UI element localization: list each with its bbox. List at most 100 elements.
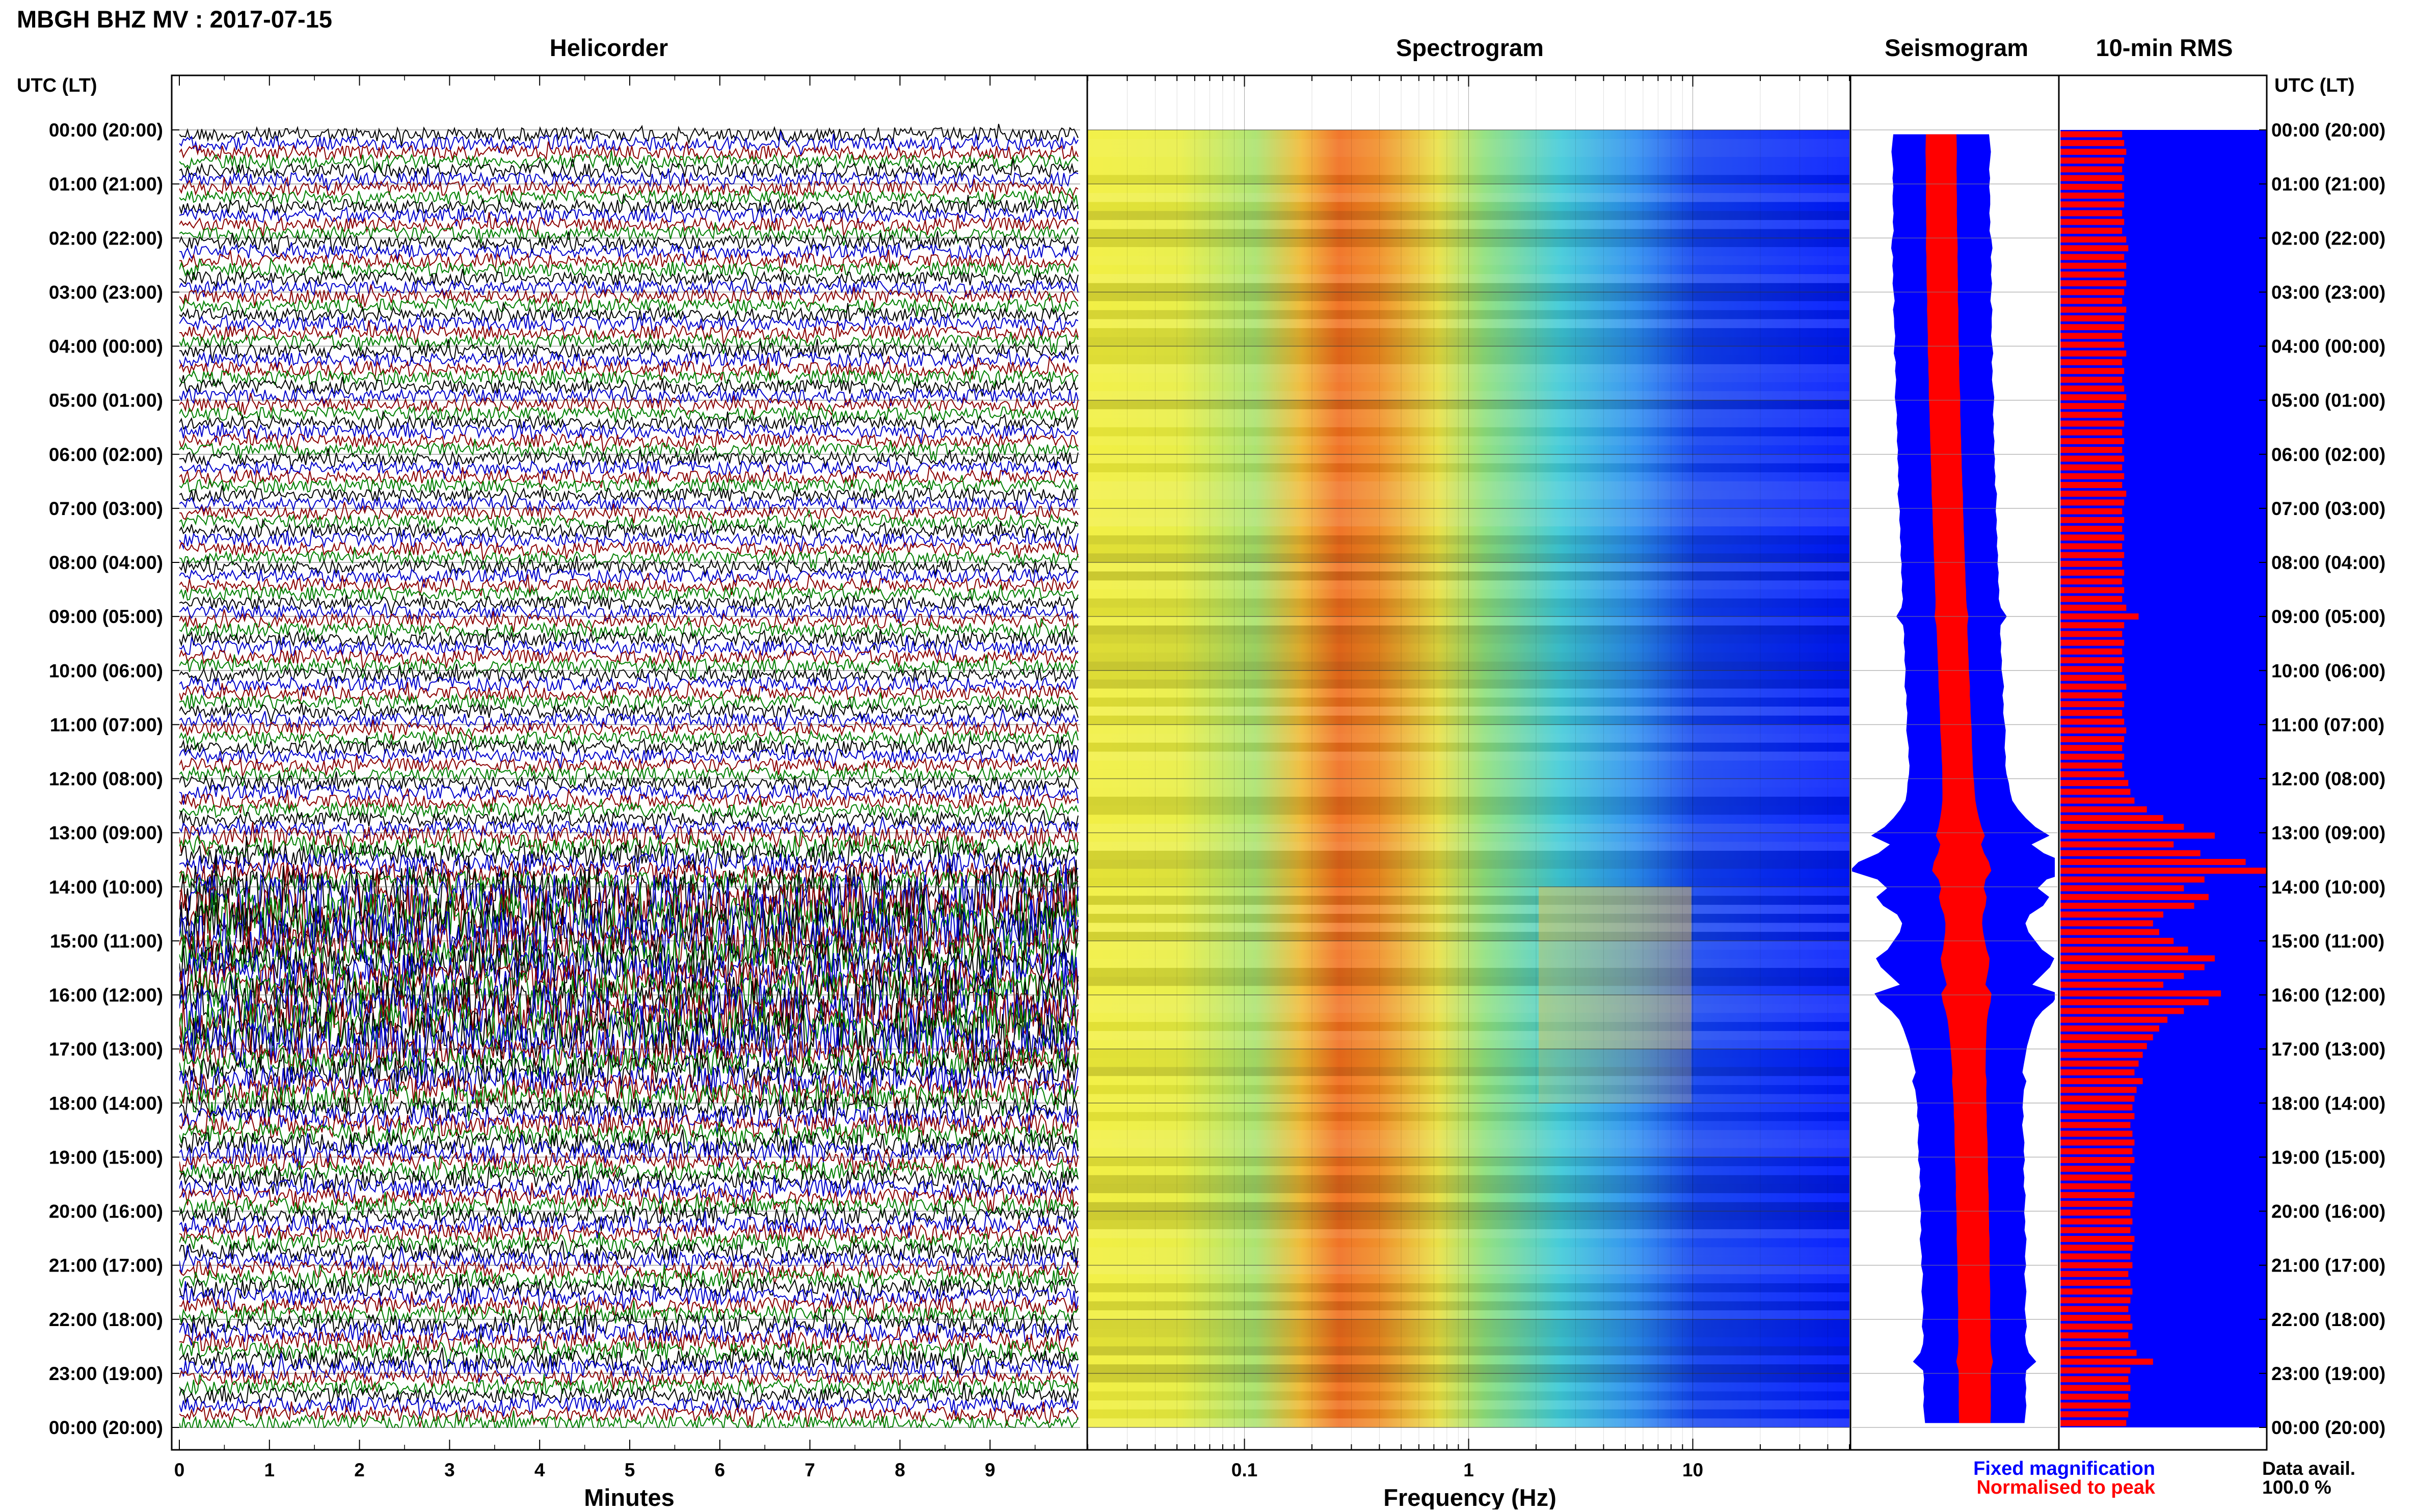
- helicorder-trace-line: [179, 292, 1079, 319]
- minutes-tick-label: 5: [625, 1460, 635, 1480]
- helicorder-trace-line: [179, 844, 1079, 883]
- rms-bar: [2060, 639, 2125, 646]
- helicorder-trace-line: [179, 1353, 1079, 1385]
- time-tick-label-left: 03:00 (23:00): [49, 282, 163, 303]
- rms-bar: [2060, 683, 2127, 690]
- rms-bar: [2060, 560, 2123, 567]
- minutes-tick-label: 0: [174, 1460, 185, 1480]
- helicorder-trace-line: [179, 855, 1079, 893]
- helicorder-trace-line: [179, 836, 1079, 873]
- spectrogram-title: Spectrogram: [1396, 34, 1544, 61]
- rms-bar: [2060, 911, 2163, 918]
- rms-bar: [2060, 1402, 2131, 1409]
- rms-bar: [2060, 701, 2125, 708]
- rms-bar: [2060, 1025, 2159, 1032]
- rms-bar: [2060, 482, 2123, 488]
- helicorder-trace-line: [179, 131, 1079, 156]
- rms-bar: [2060, 473, 2125, 479]
- rms-bar: [2060, 832, 2215, 839]
- helicorder-trace-line: [179, 168, 1079, 191]
- rms-bar: [2060, 1192, 2135, 1198]
- time-tick-label-left: 08:00 (04:00): [49, 552, 163, 573]
- helicorder-trace-line: [179, 708, 1079, 732]
- helicorder-trace-line: [179, 1393, 1079, 1418]
- rms-bar: [2060, 1122, 2131, 1128]
- rms-bar: [2060, 1218, 2133, 1225]
- minutes-tick-label: 3: [444, 1460, 455, 1480]
- rms-bar: [2060, 1271, 2129, 1277]
- rms-bar: [2060, 438, 2125, 444]
- helicorder-trace-line: [179, 565, 1079, 588]
- rms-bar: [2060, 245, 2129, 252]
- rms-bar: [2060, 1016, 2168, 1023]
- rms-bar: [2060, 1332, 2129, 1339]
- time-tick-label-right: 10:00 (06:00): [2271, 660, 2385, 681]
- helicorder-trace-line: [179, 822, 1079, 856]
- time-tick-label-left: 07:00 (03:00): [49, 498, 163, 519]
- rms-bar: [2060, 1157, 2135, 1164]
- time-tick-label-right: 16:00 (12:00): [2271, 985, 2385, 1006]
- helicorder-trace-line: [179, 600, 1079, 623]
- rms-bar: [2060, 350, 2127, 357]
- time-tick-label-left: 02:00 (22:00): [49, 228, 163, 249]
- helicorder-trace-line: [179, 1374, 1079, 1399]
- time-tick-label-right: 19:00 (15:00): [2271, 1147, 2385, 1168]
- seismogram-title: Seismogram: [1885, 34, 2028, 61]
- rms-bar: [2060, 219, 2125, 225]
- minutes-tick-label: 9: [985, 1460, 996, 1480]
- helicorder-trace-line: [179, 932, 1079, 995]
- helicorder-trace-line: [179, 1209, 1079, 1239]
- rms-bar: [2060, 692, 2123, 698]
- helicorder-trace-line: [179, 242, 1079, 264]
- helicorder-trace-line: [179, 1281, 1079, 1311]
- time-tick-label-left: 14:00 (10:00): [49, 877, 163, 898]
- rms-bar: [2060, 289, 2125, 295]
- rms-bar: [2060, 937, 2174, 944]
- helicorder-trace-line: [179, 502, 1079, 524]
- rms-bar: [2060, 1227, 2131, 1233]
- rms-bar: [2060, 920, 2153, 927]
- time-tick-label-right: 04:00 (00:00): [2271, 336, 2385, 357]
- rms-bar: [2060, 306, 2127, 313]
- rms-bar: [2060, 736, 2125, 742]
- axis-tick-labels: 00:00 (20:00) 00:00 (20:00) 01:00 (21:00) 0…: [49, 120, 2385, 1480]
- rms-bar: [2060, 1280, 2131, 1286]
- rms-bar: [2060, 1174, 2133, 1181]
- rms-bar: [2060, 526, 2123, 532]
- helicorder-trace-line: [179, 1309, 1079, 1341]
- frequency-tick-label: 0.1: [1231, 1460, 1257, 1480]
- time-tick-label-right: 09:00 (05:00): [2271, 606, 2385, 627]
- helicorder-trace-line: [179, 1230, 1079, 1258]
- helicorder-trace-line: [179, 448, 1079, 470]
- helicorder-trace-line: [179, 547, 1079, 570]
- rms-bar: [2060, 254, 2125, 260]
- time-tick-label-right: 21:00 (17:00): [2271, 1255, 2385, 1276]
- minutes-axis-label: Minutes: [584, 1484, 675, 1509]
- time-tick-label-right: 20:00 (16:00): [2271, 1201, 2385, 1222]
- helicorder-trace-line: [179, 485, 1079, 508]
- time-tick-label-right: 23:00 (19:00): [2271, 1363, 2385, 1384]
- time-tick-label-right: 02:00 (22:00): [2271, 228, 2385, 249]
- time-tick-label-left: 15:00 (11:00): [50, 931, 163, 952]
- time-tick-label-right: 07:00 (03:00): [2271, 498, 2385, 519]
- rms-bar: [2060, 1008, 2184, 1014]
- helicorder-trace-line: [179, 635, 1079, 660]
- helicorder-trace-line: [179, 1382, 1079, 1409]
- helicorder-trace-line: [179, 1037, 1079, 1078]
- helicorder-trace-line: [179, 763, 1079, 787]
- rms-bar: [2060, 806, 2147, 813]
- helicorder-trace-line: [179, 187, 1079, 210]
- rms-bar: [2060, 403, 2125, 410]
- rms-bar: [2060, 762, 2123, 769]
- rms-bar: [2060, 894, 2209, 900]
- time-tick-label-right: 22:00 (18:00): [2271, 1309, 2385, 1330]
- time-tick-label-right: 00:00 (20:00): [2271, 1417, 2385, 1438]
- rms-bar: [2060, 859, 2246, 865]
- helicorder-traces: [179, 123, 1079, 1428]
- helicorder-trace-line: [179, 1253, 1079, 1285]
- rms-bar: [2060, 1139, 2135, 1146]
- helicorder-trace-line: [179, 400, 1079, 427]
- rms-bar: [2060, 552, 2125, 558]
- helicorder-trace-line: [179, 457, 1079, 480]
